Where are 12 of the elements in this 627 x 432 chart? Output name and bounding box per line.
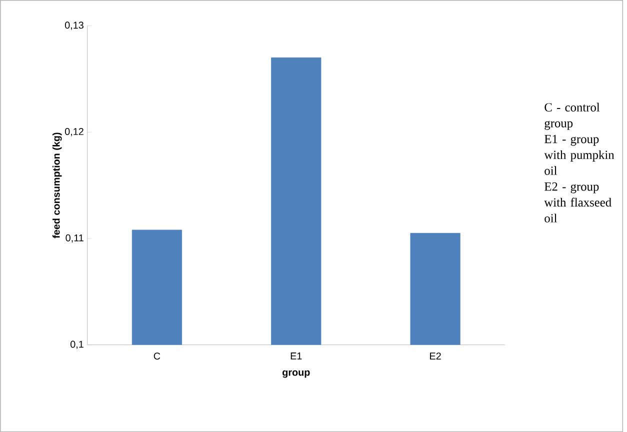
x-tick-label: C [154,352,160,360]
text: C - control group [544,102,600,130]
x-tick-label: E2 [430,352,441,360]
y-tick-label: 0,13 [64,22,84,30]
y-tick-label: 0,1 [70,340,84,349]
y-tick-label: 0,12 [64,128,84,136]
text: E2 - group with flaxseed oil [544,182,612,222]
x-axis-title: group [282,370,310,378]
y-axis-title: feed consumption (kg) [52,132,62,238]
x-tick-label: E1 [290,352,302,360]
text: E1 - group with pumpkin oil [544,134,614,175]
y-tick-label: 0,11 [66,234,84,242]
